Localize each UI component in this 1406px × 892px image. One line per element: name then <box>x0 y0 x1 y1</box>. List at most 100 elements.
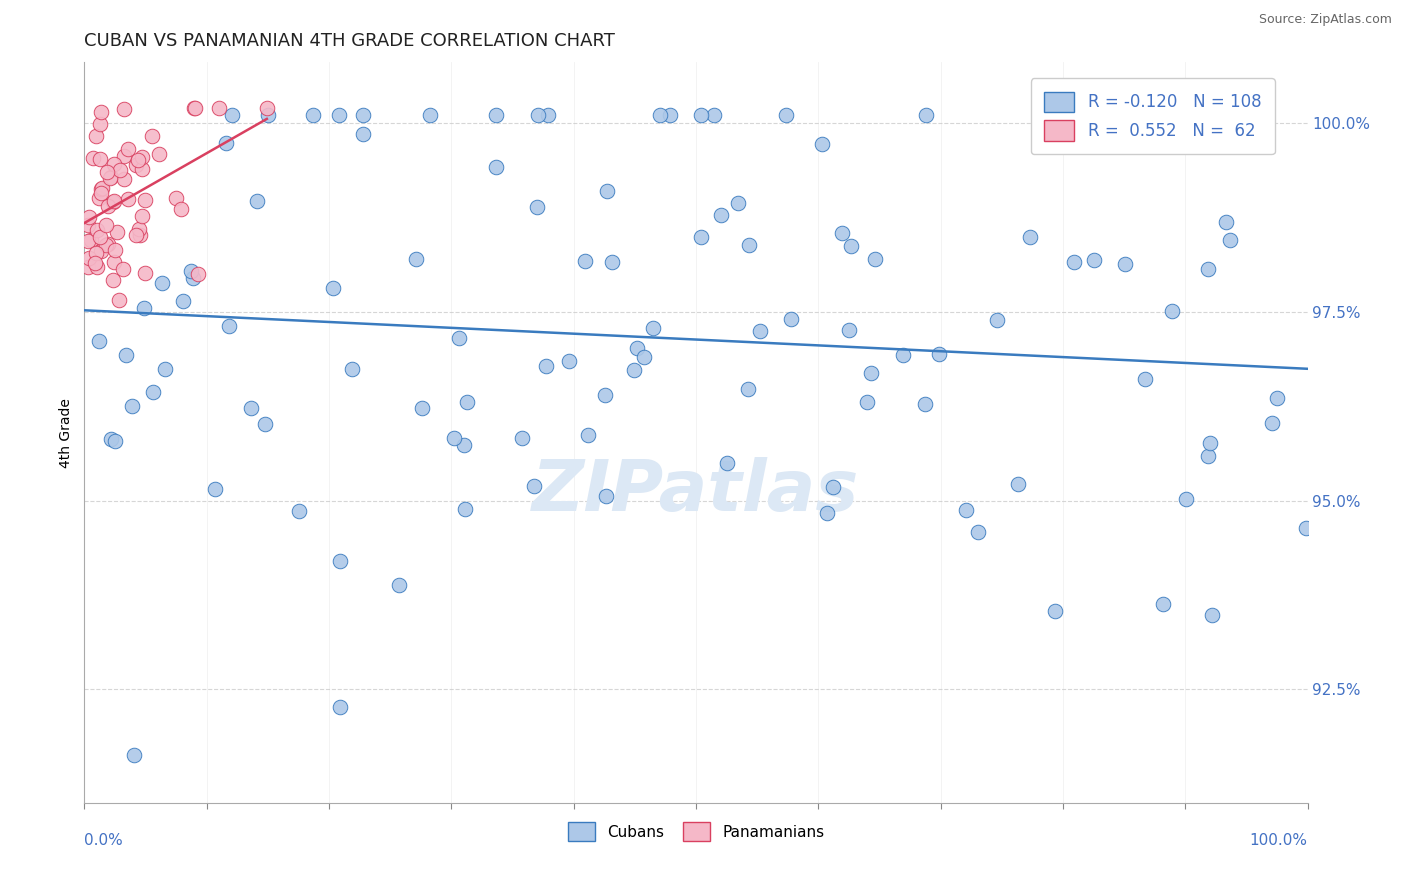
Point <box>986 313 1008 327</box>
Point <box>388 578 411 592</box>
Point <box>89 230 111 244</box>
Point <box>863 252 886 267</box>
Point <box>80 233 103 247</box>
Point <box>914 397 936 411</box>
Point <box>1219 234 1241 248</box>
Point <box>103 194 125 208</box>
Point <box>928 346 950 360</box>
Point <box>218 319 240 334</box>
Point <box>112 172 135 186</box>
Point <box>1133 371 1156 385</box>
Point <box>101 194 124 209</box>
Point <box>641 321 664 335</box>
Text: 100.0%: 100.0% <box>1250 833 1308 848</box>
Point <box>148 146 170 161</box>
Point <box>215 136 238 151</box>
Point <box>183 101 205 115</box>
Point <box>87 334 110 349</box>
Point <box>96 165 118 179</box>
Point <box>831 227 853 241</box>
Point <box>419 108 441 122</box>
Point <box>648 108 671 122</box>
Point <box>626 341 648 355</box>
Point <box>127 153 149 168</box>
Point <box>104 243 127 257</box>
Point <box>1083 253 1105 268</box>
Point <box>716 456 738 470</box>
Point <box>659 108 682 122</box>
Text: ZIPatlas: ZIPatlas <box>533 458 859 526</box>
Point <box>1295 521 1317 535</box>
Point <box>101 273 124 287</box>
Point <box>1114 257 1136 271</box>
Point <box>456 394 478 409</box>
Point <box>114 348 136 362</box>
Point <box>838 323 860 337</box>
Point <box>523 479 546 493</box>
Point <box>815 506 838 520</box>
Point <box>90 181 112 195</box>
Point <box>204 482 226 496</box>
Point <box>246 194 269 208</box>
Point <box>112 149 135 163</box>
Point <box>727 196 749 211</box>
Point <box>1152 597 1174 611</box>
Point <box>128 222 150 236</box>
Point <box>811 136 834 151</box>
Point <box>96 218 118 232</box>
Point <box>77 251 100 265</box>
Point <box>122 748 145 763</box>
Point <box>1197 261 1219 276</box>
Point <box>165 191 187 205</box>
Point <box>172 294 194 309</box>
Point <box>221 108 243 122</box>
Point <box>86 260 108 274</box>
Point <box>187 268 209 282</box>
Point <box>1019 230 1042 244</box>
Point <box>77 260 100 274</box>
Text: 0.0%: 0.0% <box>84 833 124 848</box>
Point <box>181 271 204 285</box>
Legend: Cubans, Panamanians: Cubans, Panamanians <box>561 816 831 847</box>
Point <box>86 223 108 237</box>
Point <box>128 228 150 243</box>
Point <box>1199 436 1222 450</box>
Point <box>1045 604 1067 618</box>
Point <box>117 192 139 206</box>
Point <box>1160 303 1182 318</box>
Point <box>89 117 111 131</box>
Point <box>737 238 759 252</box>
Text: CUBAN VS PANAMANIAN 4TH GRADE CORRELATION CHART: CUBAN VS PANAMANIAN 4TH GRADE CORRELATIO… <box>84 32 616 50</box>
Y-axis label: 4th Grade: 4th Grade <box>59 398 73 467</box>
Point <box>124 158 146 172</box>
Point <box>821 480 844 494</box>
Point <box>595 489 617 503</box>
Point <box>1265 391 1288 405</box>
Point <box>595 184 617 198</box>
Point <box>89 152 111 166</box>
Point <box>737 382 759 396</box>
Point <box>152 277 174 291</box>
Point <box>77 210 100 224</box>
Point <box>891 348 914 362</box>
Point <box>96 237 118 252</box>
Point <box>966 524 988 539</box>
Point <box>1215 215 1237 229</box>
Point <box>623 363 645 377</box>
Point <box>329 699 352 714</box>
Point <box>170 202 193 217</box>
Point <box>131 150 153 164</box>
Point <box>257 108 280 122</box>
Point <box>288 504 311 518</box>
Point <box>103 157 125 171</box>
Point <box>208 101 231 115</box>
Point <box>1146 833 1168 847</box>
Point <box>155 362 177 376</box>
Point <box>485 160 508 174</box>
Point <box>125 228 148 243</box>
Point <box>100 170 122 185</box>
Point <box>1230 132 1253 146</box>
Point <box>112 102 135 116</box>
Point <box>121 399 143 413</box>
Point <box>141 128 163 143</box>
